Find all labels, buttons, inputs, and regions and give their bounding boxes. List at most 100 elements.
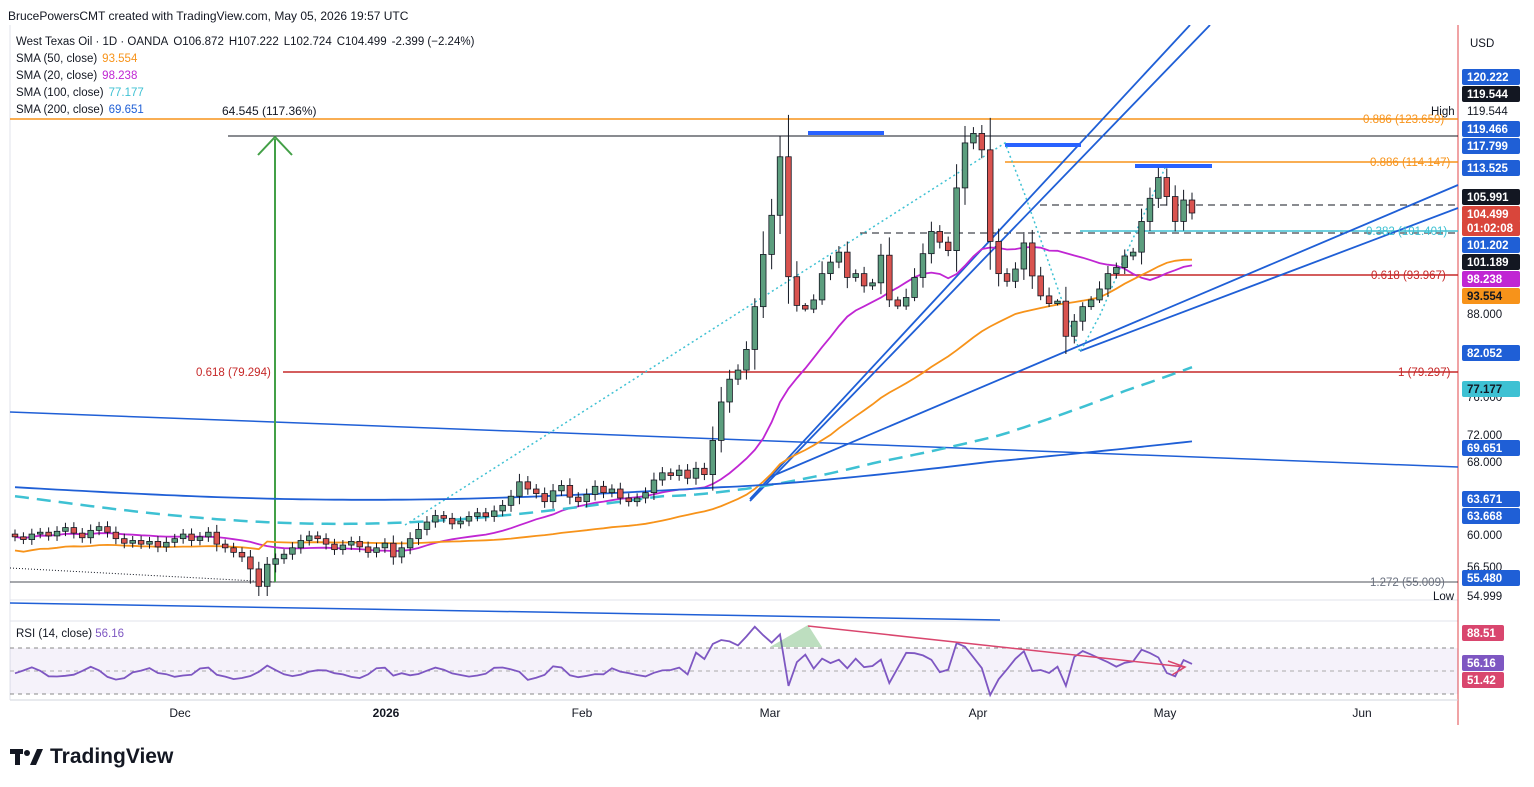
candle[interactable] <box>289 547 296 555</box>
rising-support-line[interactable] <box>769 184 1459 478</box>
candle[interactable] <box>314 535 321 540</box>
candle[interactable] <box>364 546 372 553</box>
price-badge[interactable]: 101.189 <box>1462 254 1520 270</box>
candle[interactable] <box>1113 267 1120 275</box>
candle[interactable] <box>793 276 801 306</box>
candle[interactable] <box>608 488 616 494</box>
price-badge[interactable]: 113.525 <box>1462 160 1520 176</box>
chart-area[interactable]: 64.545 (117.36%) 0.618 (79.294) 0.886 (1… <box>0 24 1534 730</box>
candle[interactable] <box>701 467 708 476</box>
candle[interactable] <box>322 538 330 545</box>
candle[interactable] <box>953 187 960 251</box>
candle[interactable] <box>137 540 145 545</box>
candle[interactable] <box>684 469 691 479</box>
candle[interactable] <box>1171 196 1179 222</box>
candle[interactable] <box>491 510 498 517</box>
candle[interactable] <box>558 485 565 492</box>
candle[interactable] <box>348 541 355 546</box>
rsi-divergence-line[interactable] <box>807 625 1186 668</box>
candle[interactable] <box>1045 295 1053 304</box>
candle[interactable] <box>886 254 893 301</box>
candle[interactable] <box>970 133 977 144</box>
candle[interactable] <box>171 538 178 543</box>
price-badge[interactable]: 63.671 <box>1462 491 1520 507</box>
candle[interactable] <box>860 273 868 287</box>
candle[interactable] <box>381 542 389 549</box>
indicator-sma100[interactable]: SMA (100, close) 77.177 <box>16 85 479 102</box>
candle[interactable] <box>339 544 347 551</box>
candle[interactable] <box>390 542 397 558</box>
candle[interactable] <box>944 241 952 251</box>
candle[interactable] <box>919 253 927 278</box>
candle[interactable] <box>70 527 78 534</box>
candle[interactable] <box>541 493 548 503</box>
indicator-sma200[interactable]: SMA (200, close) 69.651 <box>16 102 479 119</box>
candle[interactable] <box>272 558 279 565</box>
candle[interactable] <box>1054 300 1061 304</box>
tradingview-logo[interactable]: TradingView <box>10 745 173 769</box>
rsi-badge[interactable]: 51.42 <box>1462 672 1504 688</box>
sma100-line[interactable] <box>14 366 1193 526</box>
candle[interactable] <box>566 485 574 498</box>
candle[interactable] <box>751 306 759 350</box>
candle[interactable] <box>53 530 61 537</box>
candle[interactable] <box>1071 320 1078 337</box>
candle[interactable] <box>961 142 969 189</box>
candle[interactable] <box>936 231 943 243</box>
candle[interactable] <box>163 541 170 548</box>
rsi-badge[interactable]: 88.51 <box>1462 625 1504 641</box>
candle[interactable] <box>1180 199 1187 222</box>
price-badge[interactable]: 82.052 <box>1462 345 1520 361</box>
candle[interactable] <box>995 240 1002 275</box>
indicator-sma20[interactable]: SMA (20, close) 98.238 <box>16 68 479 85</box>
candle[interactable] <box>516 481 523 497</box>
candle[interactable] <box>760 254 767 308</box>
candle[interactable] <box>625 497 632 503</box>
candle[interactable] <box>776 156 784 216</box>
candle[interactable] <box>1121 255 1128 268</box>
candle[interactable] <box>432 515 439 523</box>
candle[interactable] <box>457 520 464 525</box>
candle[interactable] <box>1129 251 1137 257</box>
candle[interactable] <box>1029 242 1036 277</box>
rising-wedge-upper[interactable] <box>749 24 1191 500</box>
candle[interactable] <box>121 538 128 544</box>
candle[interactable] <box>734 369 742 380</box>
candle[interactable] <box>474 512 481 517</box>
candle[interactable] <box>1037 275 1044 297</box>
candle[interactable] <box>112 531 120 540</box>
candle[interactable] <box>95 526 103 531</box>
candle[interactable] <box>802 305 809 310</box>
candle[interactable] <box>726 378 733 403</box>
candle[interactable] <box>1188 199 1196 214</box>
candle[interactable] <box>818 273 826 301</box>
candle[interactable] <box>230 547 237 553</box>
candle[interactable] <box>1155 177 1162 199</box>
candle[interactable] <box>642 492 649 499</box>
candle[interactable] <box>650 479 658 494</box>
candle[interactable] <box>583 494 590 503</box>
price-badge[interactable]: 01:02:08 <box>1462 220 1520 236</box>
price-badge[interactable]: 119.544 <box>1462 86 1520 102</box>
candle[interactable] <box>406 538 414 549</box>
candle[interactable] <box>928 231 935 255</box>
candles[interactable] <box>11 114 1196 596</box>
candle[interactable] <box>549 490 557 503</box>
candle[interactable] <box>104 526 111 533</box>
price-badge[interactable]: 93.554 <box>1462 288 1520 304</box>
candle[interactable] <box>423 521 431 530</box>
candle[interactable] <box>692 467 700 479</box>
candle[interactable] <box>247 556 254 570</box>
candle[interactable] <box>533 488 540 494</box>
candle[interactable] <box>196 536 204 541</box>
candle[interactable] <box>633 497 641 503</box>
price-badge[interactable]: 104.499 <box>1462 206 1520 222</box>
symbol-name[interactable]: West Texas Oil · 1D · OANDA <box>16 36 169 48</box>
candle[interactable] <box>373 547 380 553</box>
candle[interactable] <box>331 543 338 551</box>
candle[interactable] <box>87 529 94 539</box>
currency-label[interactable]: USD <box>1470 38 1495 50</box>
candle[interactable] <box>37 531 44 535</box>
candle[interactable] <box>205 531 212 538</box>
candle[interactable] <box>499 504 506 512</box>
